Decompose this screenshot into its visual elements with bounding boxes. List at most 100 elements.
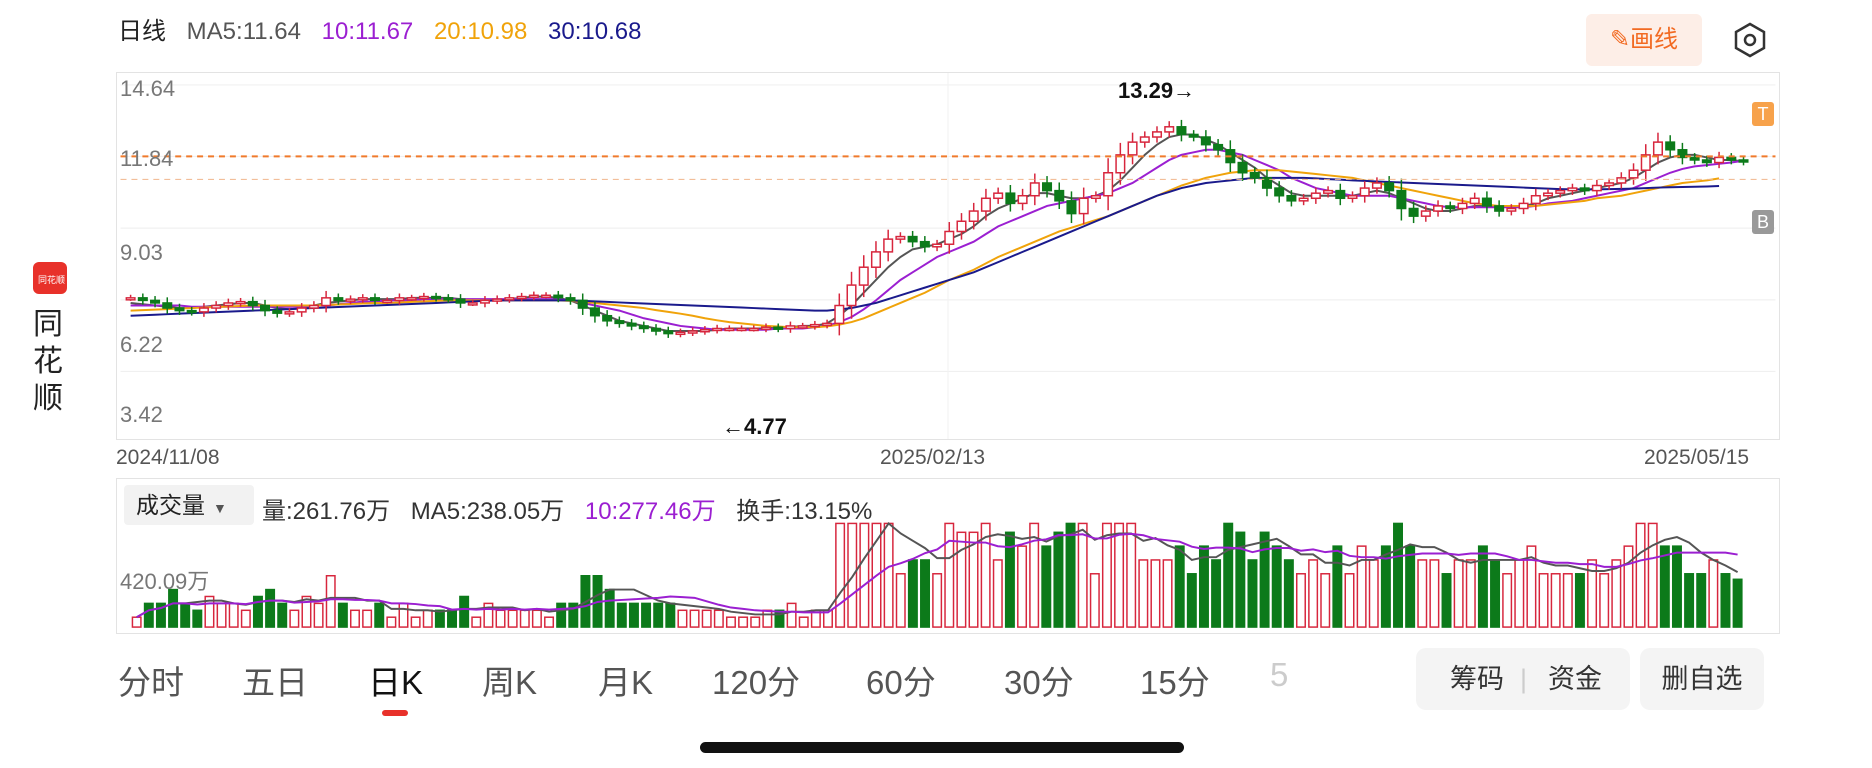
volume-bar: [1550, 573, 1561, 628]
volume-bar: [1720, 573, 1731, 628]
candle: [944, 230, 955, 245]
candle: [321, 297, 332, 307]
candle: [1359, 187, 1370, 197]
candle: [1640, 154, 1651, 171]
candle: [174, 307, 185, 312]
candle: [1738, 159, 1749, 163]
high-annotation: 13.29→: [1118, 78, 1196, 103]
volume-bar: [471, 616, 482, 628]
volume-bar: [725, 616, 736, 628]
volume-bar: [1587, 559, 1598, 628]
volume-bar: [1538, 573, 1549, 628]
volume-bar: [180, 602, 191, 628]
volume-bar: [1599, 573, 1610, 628]
volume-bar: [1708, 559, 1719, 628]
volume-bar: [1356, 545, 1367, 628]
candle: [369, 297, 381, 302]
candle: [1200, 136, 1211, 146]
candle: [1066, 200, 1077, 215]
candle: [504, 297, 515, 301]
volume-bar: [1235, 531, 1246, 628]
settings-icon[interactable]: [1730, 20, 1770, 60]
candle: [589, 307, 600, 317]
volume-bar: [677, 609, 688, 628]
tab-minute[interactable]: 分时: [118, 664, 184, 701]
candle: [1542, 192, 1554, 197]
candle: [1616, 177, 1627, 184]
candle: [1481, 197, 1492, 207]
tab-weekly-k[interactable]: 周K: [482, 664, 538, 701]
tab-five-day[interactable]: 五日: [242, 664, 308, 701]
candle: [1286, 194, 1297, 202]
volume-ma-line: [136, 532, 1738, 619]
candle: [834, 304, 845, 325]
volume-bar: [1138, 559, 1149, 628]
candle: [1188, 133, 1199, 138]
candle: [1384, 182, 1395, 192]
ma5-label: MA5:11.64: [186, 18, 301, 45]
volume-bar: [483, 602, 494, 628]
volume-bar: [1223, 522, 1234, 628]
tab-30min[interactable]: 30分: [1004, 664, 1074, 701]
candle: [223, 302, 234, 307]
brand-name: 同花顺: [33, 307, 63, 416]
date-tick: 2025/02/13: [880, 446, 986, 469]
tab-120min[interactable]: 120分: [712, 664, 801, 701]
candle: [1261, 177, 1272, 189]
volume-bar: [410, 616, 421, 628]
volume-chart[interactable]: [116, 478, 1780, 634]
candle: [663, 330, 674, 335]
volume-bar: [992, 559, 1003, 628]
candle: [1115, 154, 1126, 174]
marker-t[interactable]: T: [1752, 102, 1774, 126]
candle: [357, 297, 368, 301]
indicator-select[interactable]: 成交量 ▼: [124, 485, 254, 525]
volume-bar: [1114, 522, 1125, 628]
draw-line-button[interactable]: ✎画线: [1586, 14, 1702, 66]
marker-b[interactable]: B: [1752, 210, 1774, 234]
candle: [528, 294, 539, 299]
candle: [1164, 126, 1175, 133]
candle: [235, 300, 246, 305]
chips-button[interactable]: 筹码: [1450, 664, 1504, 694]
kline-chart[interactable]: [116, 72, 1780, 440]
volume-bar: [665, 602, 676, 628]
tab-15min[interactable]: 15分: [1140, 664, 1210, 701]
volume-bar: [1635, 522, 1646, 628]
candle: [1506, 207, 1517, 212]
candle: [577, 299, 588, 309]
volume-bar: [1732, 578, 1743, 628]
candle: [406, 297, 417, 301]
funds-button[interactable]: 资金: [1548, 664, 1602, 694]
chips-funds-group: 筹码 | 资金: [1416, 648, 1630, 710]
candle: [1665, 141, 1676, 151]
candle: [626, 322, 637, 327]
candle: [247, 300, 258, 307]
candle: [137, 297, 148, 302]
volume-bar: [204, 595, 215, 628]
tab-5min[interactable]: 5: [1270, 656, 1289, 693]
candle: [822, 322, 833, 327]
volume-bar: [1417, 559, 1428, 628]
volume-bar: [1004, 531, 1015, 628]
tab-60min[interactable]: 60分: [866, 664, 936, 701]
candle: [394, 297, 405, 302]
volume-bar: [459, 595, 470, 628]
candle: [1347, 194, 1358, 200]
candle: [1054, 189, 1065, 202]
ma30-label: 30:10.68: [548, 18, 642, 45]
volume-bar: [1053, 531, 1064, 628]
candle: [125, 297, 136, 301]
candle: [565, 297, 576, 302]
volume-bar: [1077, 522, 1088, 628]
candle: [1457, 202, 1468, 210]
volume-bar: [422, 609, 433, 628]
volume-bar: [1684, 573, 1695, 628]
remove-watchlist-button[interactable]: 删自选: [1640, 648, 1764, 710]
tab-daily-k[interactable]: 日K: [368, 664, 424, 701]
volume-bar: [762, 609, 773, 628]
tab-monthly-k[interactable]: 月K: [598, 664, 654, 701]
volume-bar: [1574, 573, 1585, 628]
candle: [198, 307, 209, 313]
volume-bar: [1344, 573, 1355, 628]
